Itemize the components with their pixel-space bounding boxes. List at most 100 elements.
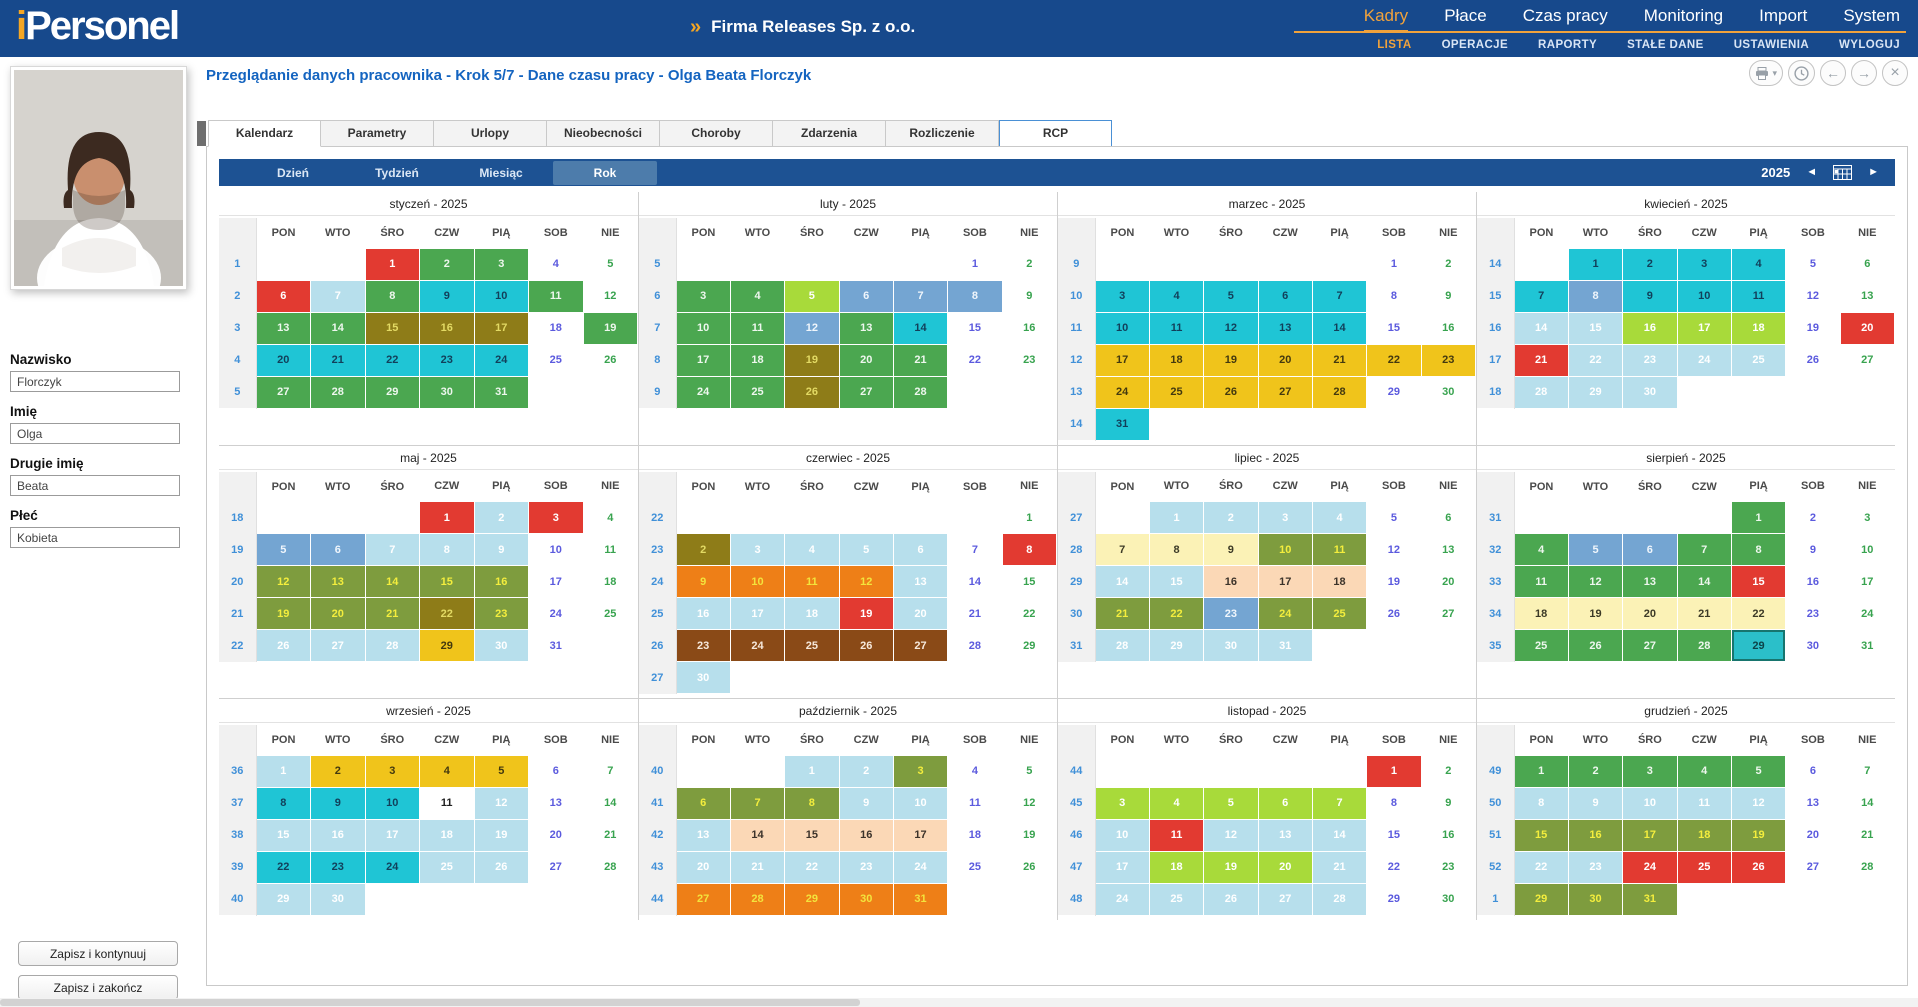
day-cell[interactable]: 8 xyxy=(784,786,840,820)
day-cell[interactable]: 7 xyxy=(947,533,1003,566)
day-cell[interactable]: 6 xyxy=(1785,754,1841,788)
zapisz-i-zako-cz-button[interactable]: Zapisz i zakończ xyxy=(18,975,178,1000)
day-cell[interactable]: 4 xyxy=(1513,533,1569,566)
day-cell[interactable]: 4 xyxy=(1148,786,1205,820)
day-cell[interactable]: 25 xyxy=(1148,882,1205,916)
day-cell[interactable]: 29 xyxy=(1148,629,1205,662)
day-cell[interactable]: 10 xyxy=(1094,818,1150,852)
day-cell[interactable]: 9 xyxy=(838,786,894,820)
menu-item-czas-pracy[interactable]: Czas pracy xyxy=(1522,6,1608,25)
menu-item-p-ace[interactable]: Płace xyxy=(1444,6,1487,25)
day-cell[interactable]: 23 xyxy=(1420,850,1477,884)
day-cell[interactable]: 25 xyxy=(582,597,638,630)
day-cell[interactable]: 5 xyxy=(1203,279,1259,313)
previous-year-button[interactable]: ◄ xyxy=(1806,166,1818,178)
day-cell[interactable]: 15 xyxy=(1366,818,1422,852)
day-cell[interactable]: 29 xyxy=(1567,375,1624,409)
day-cell[interactable]: 23 xyxy=(1622,343,1678,377)
day-cell[interactable]: 10 xyxy=(1094,311,1150,345)
day-cell[interactable]: 30 xyxy=(1785,629,1841,662)
day-cell[interactable]: 12 xyxy=(838,565,894,598)
day-cell[interactable]: 2 xyxy=(1567,754,1624,788)
day-cell[interactable]: 19 xyxy=(1567,597,1624,630)
day-cell[interactable]: 12 xyxy=(1785,279,1841,313)
day-cell[interactable]: 14 xyxy=(1839,786,1896,820)
day-cell[interactable]: 31 xyxy=(473,375,529,409)
day-cell[interactable]: 19 xyxy=(1785,311,1841,345)
day-cell[interactable]: 10 xyxy=(675,311,731,345)
day-cell[interactable]: 4 xyxy=(419,754,475,788)
day-cell[interactable]: 3 xyxy=(364,754,420,788)
day-cell[interactable]: 23 xyxy=(310,850,366,884)
day-cell[interactable]: 12 xyxy=(1001,786,1058,820)
submenu-item-raporty[interactable]: RAPORTY xyxy=(1538,39,1598,51)
day-cell[interactable]: 5 xyxy=(255,533,311,566)
day-cell[interactable]: 31 xyxy=(1839,629,1896,662)
day-cell[interactable]: 14 xyxy=(892,311,949,345)
day-cell[interactable]: 14 xyxy=(582,786,638,820)
day-cell[interactable]: 24 xyxy=(1839,597,1896,630)
day-cell[interactable]: 16 xyxy=(1420,311,1477,345)
day-cell[interactable]: 25 xyxy=(947,850,1003,884)
day-cell[interactable]: 13 xyxy=(1257,818,1313,852)
day-cell[interactable]: 10 xyxy=(1839,533,1896,566)
day-cell[interactable]: 1 xyxy=(364,247,420,281)
day-cell[interactable]: 22 xyxy=(1567,343,1624,377)
day-cell[interactable]: 14 xyxy=(1676,565,1732,598)
tab-strip-handle[interactable] xyxy=(197,121,206,146)
day-cell[interactable]: 8 xyxy=(364,279,420,313)
day-cell[interactable]: 4 xyxy=(582,501,638,534)
day-cell[interactable]: 4 xyxy=(528,247,584,281)
day-cell[interactable]: 27 xyxy=(255,375,311,409)
day-cell[interactable]: 4 xyxy=(1148,279,1205,313)
day-cell[interactable]: 3 xyxy=(528,501,584,534)
day-cell[interactable]: 5 xyxy=(1567,533,1624,566)
day-cell[interactable]: 25 xyxy=(528,343,584,377)
day-cell[interactable]: 30 xyxy=(675,661,731,694)
view-tydzie[interactable]: Tydzień xyxy=(345,161,449,185)
day-cell[interactable]: 11 xyxy=(729,311,786,345)
day-cell[interactable]: 1 xyxy=(255,754,311,788)
day-cell[interactable]: 2 xyxy=(1622,247,1678,281)
view-miesi-c[interactable]: Miesiąc xyxy=(449,161,553,185)
day-cell[interactable]: 24 xyxy=(528,597,584,630)
day-cell[interactable]: 20 xyxy=(1839,311,1896,345)
day-cell[interactable]: 23 xyxy=(1203,597,1259,630)
day-cell[interactable]: 1 xyxy=(1366,754,1422,788)
day-cell[interactable]: 9 xyxy=(1785,533,1841,566)
day-cell[interactable]: 14 xyxy=(1513,311,1569,345)
day-cell[interactable]: 8 xyxy=(1148,533,1205,566)
day-cell[interactable]: 24 xyxy=(1257,597,1313,630)
day-cell[interactable]: 28 xyxy=(1513,375,1569,409)
day-cell[interactable]: 28 xyxy=(1094,629,1150,662)
day-cell[interactable]: 25 xyxy=(419,850,475,884)
day-cell[interactable]: 30 xyxy=(1622,375,1678,409)
day-cell[interactable]: 4 xyxy=(947,754,1003,788)
day-cell[interactable]: 16 xyxy=(1622,311,1678,345)
day-cell[interactable]: 10 xyxy=(1257,533,1313,566)
day-cell[interactable]: 24 xyxy=(892,850,949,884)
day-cell[interactable]: 2 xyxy=(419,247,475,281)
day-cell[interactable]: 6 xyxy=(1839,247,1896,281)
day-cell[interactable]: 8 xyxy=(1567,279,1624,313)
day-cell[interactable]: 5 xyxy=(1001,754,1058,788)
day-cell[interactable]: 23 xyxy=(473,597,529,630)
day-cell[interactable]: 12 xyxy=(582,279,638,313)
day-cell[interactable]: 8 xyxy=(419,533,475,566)
day-cell[interactable]: 22 xyxy=(364,343,420,377)
day-cell[interactable]: 18 xyxy=(582,565,638,598)
day-cell[interactable]: 1 xyxy=(784,754,840,788)
day-cell[interactable]: 7 xyxy=(1676,533,1732,566)
day-cell[interactable]: 6 xyxy=(892,533,949,566)
day-cell[interactable]: 23 xyxy=(1785,597,1841,630)
day-cell[interactable]: 28 xyxy=(310,375,366,409)
day-cell[interactable]: 15 xyxy=(255,818,311,852)
day-cell[interactable]: 9 xyxy=(1420,279,1477,313)
submenu-item-wyloguj[interactable]: WYLOGUJ xyxy=(1839,39,1900,51)
day-cell[interactable]: 20 xyxy=(1257,850,1313,884)
day-cell[interactable]: 11 xyxy=(528,279,584,313)
day-cell[interactable]: 7 xyxy=(892,279,949,313)
day-cell[interactable]: 12 xyxy=(255,565,311,598)
day-cell[interactable]: 13 xyxy=(838,311,894,345)
day-cell[interactable]: 8 xyxy=(1513,786,1569,820)
